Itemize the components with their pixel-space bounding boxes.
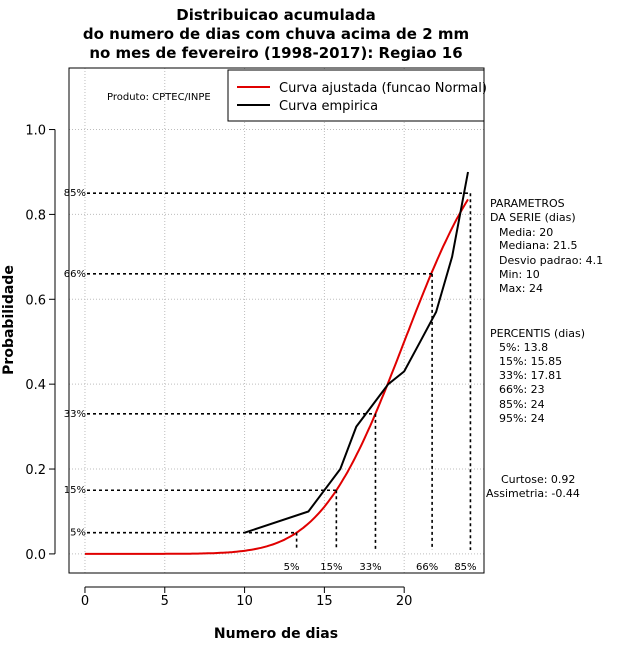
x-axis-label: Numero de dias [214, 626, 338, 642]
assimetria-stat: Assimetria: -0.44 [486, 487, 580, 500]
chart-title-line-3: no mes de fevereiro (1998-2017): Regiao … [89, 44, 462, 62]
x-tick-label: 5 [161, 594, 169, 609]
series-lines [85, 171, 469, 555]
parametros-header-2: DA SERIE (dias) [490, 211, 576, 224]
x-tick-label: 15 [316, 594, 333, 609]
percentile-label-left: 66% [64, 269, 86, 280]
percentile-label-left: 5% [70, 528, 86, 539]
y-tick-label: 0.0 [25, 548, 46, 563]
parametros-item: Max: 24 [499, 282, 543, 295]
x-tick-label: 10 [236, 594, 253, 609]
curtose-stat: Curtose: 0.92 [501, 473, 575, 486]
percentile-label-bottom: 33% [359, 562, 381, 573]
percentile-label-bottom: 5% [284, 562, 300, 573]
x-tick-label: 20 [396, 594, 413, 609]
percentis-item: 33%: 17.81 [499, 369, 562, 382]
percentis-item: 15%: 15.85 [499, 355, 562, 368]
y-tick-label: 1.0 [25, 124, 46, 139]
product-label: Produto: CPTEC/INPE [107, 92, 211, 103]
grid-lines [69, 68, 484, 573]
fitted-normal-curve [85, 198, 469, 555]
parametros-item: Desvio padrao: 4.1 [499, 254, 603, 267]
percentile-label-left: 85% [64, 188, 86, 199]
percentis-item: 5%: 13.8 [499, 341, 548, 354]
legend-label-empirical: Curva empirica [279, 99, 378, 114]
percentile-label-bottom: 15% [320, 562, 342, 573]
chart-title-line-2: do numero de dias com chuva acima de 2 m… [83, 25, 469, 43]
empirical-curve [244, 171, 469, 534]
y-tick-label: 0.2 [25, 463, 46, 478]
y-tick-label: 0.4 [25, 378, 46, 393]
x-tick-label: 0 [81, 594, 89, 609]
parameters-panel: PARAMETROS DA SERIE (dias) Media: 20 Med… [486, 197, 603, 500]
axes: 0 5 10 15 20 0.0 0.2 0.4 0.6 0.8 1.0 [25, 124, 412, 609]
percentile-label-left: 33% [64, 409, 86, 420]
percentile-label-left: 15% [64, 485, 86, 496]
legend: Curva ajustada (funcao Normal) Curva emp… [227, 69, 487, 122]
y-tick-label: 0.6 [25, 293, 46, 308]
percentis-item: 95%: 24 [499, 412, 545, 425]
percentile-label-bottom: 66% [416, 562, 438, 573]
parametros-item: Min: 10 [499, 268, 540, 281]
legend-box [227, 69, 485, 122]
y-tick-label: 0.8 [25, 208, 46, 223]
parametros-item: Mediana: 21.5 [499, 239, 577, 252]
percentile-label-bottom: 85% [454, 562, 476, 573]
plot-frame [68, 67, 485, 574]
legend-label-fitted: Curva ajustada (funcao Normal) [279, 81, 487, 96]
percentis-header: PERCENTIS (dias) [490, 327, 585, 340]
percentis-item: 85%: 24 [499, 398, 545, 411]
percentis-item: 66%: 23 [499, 383, 545, 396]
parametros-item: Media: 20 [499, 226, 553, 239]
parametros-header-1: PARAMETROS [490, 197, 565, 210]
percentile-markers: 5% 5% 15% 15% 33% 33% 66% 66% 85% 85% [64, 188, 477, 573]
y-axis-label: Probabilidade [1, 265, 17, 375]
chart-title-line-1: Distribuicao acumulada [176, 6, 375, 24]
